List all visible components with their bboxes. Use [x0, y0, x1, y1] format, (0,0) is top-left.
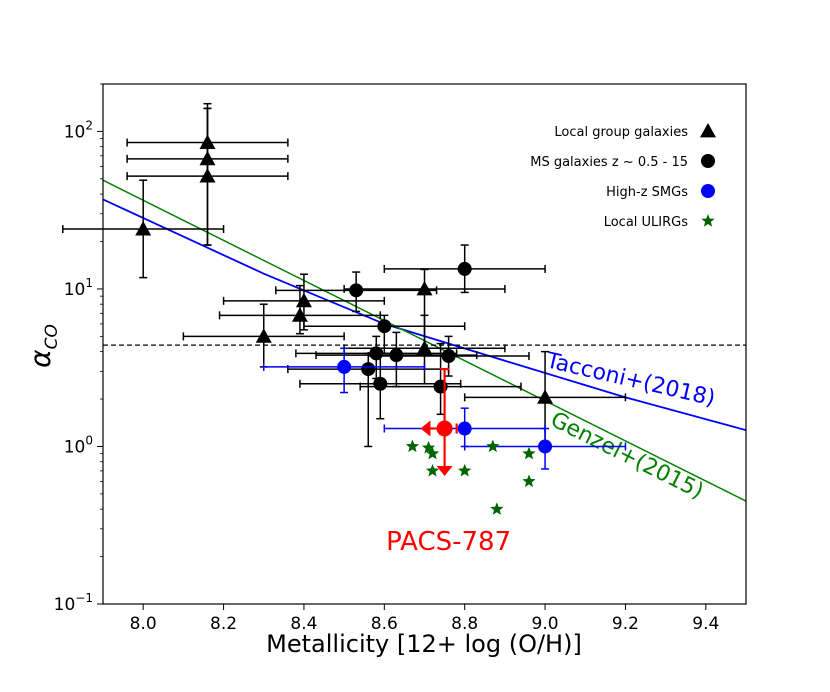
circle-marker — [457, 261, 472, 276]
plot-frame — [102, 83, 747, 605]
star-marker — [425, 446, 440, 460]
circle-marker — [361, 362, 376, 377]
star-marker — [522, 446, 536, 460]
star-marker — [458, 463, 472, 477]
y-axis-label-main: α — [24, 349, 57, 368]
model-line — [103, 198, 746, 431]
legend-entry: Local group galaxies — [554, 123, 716, 140]
series-ms-galaxies-z-0-5-15 — [275, 244, 546, 448]
x-tick-label: 9.4 — [692, 614, 719, 634]
y-tick-label: 10−1 — [54, 591, 93, 615]
legend-label: Local ULIRGs — [604, 215, 689, 230]
circle-marker — [701, 154, 715, 168]
circle-marker — [373, 376, 388, 391]
star-marker — [701, 214, 715, 227]
y-tick-base: 10 — [64, 437, 86, 457]
star-marker — [522, 474, 536, 488]
star-marker — [486, 439, 500, 453]
legend: Local group galaxies MS galaxies z ~ 0.5 … — [530, 123, 716, 230]
y-tick-label: 101 — [64, 276, 93, 300]
triangle-marker — [700, 123, 716, 138]
circle-marker — [377, 319, 392, 334]
star-marker — [490, 502, 504, 515]
star-marker — [425, 463, 440, 477]
x-axis: 8.0 8.2 8.4 8.6 8.8 9.0 9.2 9.4 — [130, 604, 719, 634]
triangle-marker — [199, 134, 216, 149]
highlight-marker — [436, 420, 453, 437]
y-axis-label-sub: CO — [42, 324, 62, 349]
triangle-marker — [295, 292, 312, 308]
triangle-marker — [416, 280, 433, 296]
triangle-marker — [255, 328, 272, 343]
x-tick-label: 8.8 — [451, 614, 478, 634]
legend-entry: High-z SMGs — [606, 184, 715, 200]
triangle-marker — [199, 150, 216, 166]
x-tick-label: 8.0 — [130, 614, 157, 634]
legend-entry: Local ULIRGs — [604, 214, 715, 230]
highlight-label: PACS-787 — [386, 527, 511, 557]
legend-label: MS galaxies z ~ 0.5 - 15 — [530, 155, 688, 170]
series-local-group-galaxies — [62, 102, 627, 444]
triangle-marker — [199, 168, 216, 183]
triangle-marker — [416, 340, 433, 355]
highlight-down-arrow — [436, 465, 453, 476]
x-tick-label: 8.2 — [210, 614, 237, 634]
legend-entry: MS galaxies z ~ 0.5 - 15 — [530, 154, 715, 170]
circle-marker — [369, 346, 384, 361]
y-tick-label: 100 — [64, 433, 93, 457]
circle-marker — [349, 283, 364, 298]
highlight-left-arrow — [420, 420, 431, 437]
circle-marker — [441, 349, 456, 364]
circle-marker — [457, 421, 472, 436]
triangle-marker — [135, 221, 152, 236]
y-tick-exponent: −1 — [75, 591, 93, 605]
legend-label: High-z SMGs — [606, 185, 688, 200]
x-tick-label: 9.2 — [612, 614, 639, 634]
y-tick-label: 102 — [64, 118, 93, 142]
circle-marker — [701, 184, 715, 198]
x-tick-label: 8.6 — [371, 614, 398, 634]
y-tick-exponent: 1 — [85, 276, 93, 290]
series-local-ulirgs — [405, 439, 536, 515]
legend-label: Local group galaxies — [554, 125, 688, 140]
y-tick-base: 10 — [54, 595, 76, 615]
x-tick-label: 9.0 — [532, 614, 559, 634]
y-tick-base: 10 — [64, 280, 86, 300]
star-marker — [421, 440, 436, 454]
circle-marker — [389, 348, 404, 363]
circle-marker — [538, 439, 553, 454]
triangle-marker — [537, 389, 554, 404]
triangle-marker — [291, 307, 308, 322]
y-tick-base: 10 — [64, 122, 86, 142]
highlight-pacs-787: PACS-787 — [386, 367, 511, 557]
y-tick-exponent: 2 — [85, 118, 93, 132]
x-axis-label: Metallicity [12+ log (O/H)] — [266, 630, 582, 658]
x-tick-label: 8.4 — [290, 614, 317, 634]
circle-marker — [337, 359, 352, 374]
y-tick-exponent: 0 — [85, 433, 93, 447]
y-axis-label: αCO — [24, 324, 62, 368]
star-marker — [405, 439, 420, 453]
